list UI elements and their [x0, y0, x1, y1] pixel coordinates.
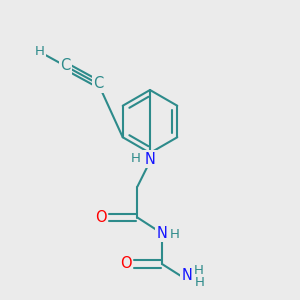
Text: O: O — [120, 256, 132, 272]
Text: N: N — [157, 226, 167, 241]
Text: N: N — [181, 268, 192, 284]
Text: H: H — [170, 228, 179, 242]
Text: O: O — [96, 210, 107, 225]
Text: N: N — [145, 152, 155, 166]
Text: H: H — [35, 45, 44, 58]
Text: H: H — [194, 263, 203, 277]
Text: C: C — [60, 58, 70, 74]
Text: H: H — [131, 152, 140, 166]
Text: H: H — [194, 275, 204, 289]
Text: C: C — [93, 76, 103, 92]
